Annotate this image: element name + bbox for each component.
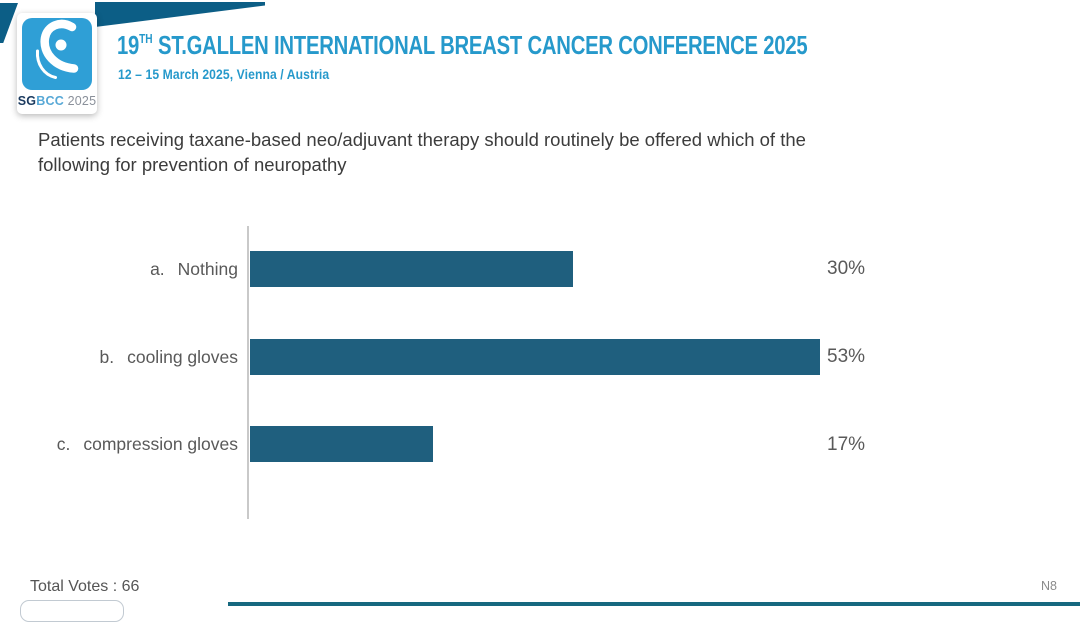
bar-nothing (250, 251, 573, 287)
partial-nav-button[interactable] (20, 600, 124, 622)
percent-label: 53% (827, 346, 866, 367)
percent-label: 30% (827, 258, 866, 279)
conference-dates: 12 – 15 March 2025, Vienna / Austria (118, 67, 330, 82)
logo-caption-bcc: BCC (36, 94, 64, 108)
bottom-accent-bar (228, 602, 1080, 606)
bar-compression-gloves (250, 426, 433, 462)
option-label-row: a. Nothing (0, 251, 238, 287)
sgbcc-logo-icon (22, 18, 92, 90)
option-label: compression gloves (83, 433, 238, 454)
title-superscript: TH (139, 31, 153, 46)
option-letter: b. (99, 346, 115, 367)
logo-caption: SGBCC 2025 (17, 94, 97, 108)
left-edge-accent (0, 3, 18, 43)
logo-caption-sg: SG (17, 94, 37, 108)
total-votes: Total Votes : 66 (30, 578, 140, 595)
option-label-row: c. compression gloves (0, 426, 238, 462)
option-label-row: b. cooling gloves (0, 339, 238, 375)
header-banner-wedge (95, 2, 265, 27)
slide-reference: N8 (1041, 579, 1057, 593)
conference-title: 19TH ST.GALLEN INTERNATIONAL BREAST CANC… (117, 30, 808, 60)
breast-symbol-icon (22, 19, 92, 94)
option-label: Nothing (177, 258, 238, 279)
sgbcc-logo-card: SGBCC 2025 (17, 13, 97, 114)
bar-cooling-gloves (250, 339, 820, 375)
option-letter: a. (150, 258, 165, 279)
poll-question: Patients receiving taxane-based neo/adju… (38, 129, 806, 175)
axis-line (247, 226, 249, 519)
percent-label: 17% (827, 434, 866, 455)
option-letter: c. (56, 433, 71, 454)
logo-caption-year: 2025 (67, 94, 97, 108)
option-label: cooling gloves (127, 346, 238, 367)
